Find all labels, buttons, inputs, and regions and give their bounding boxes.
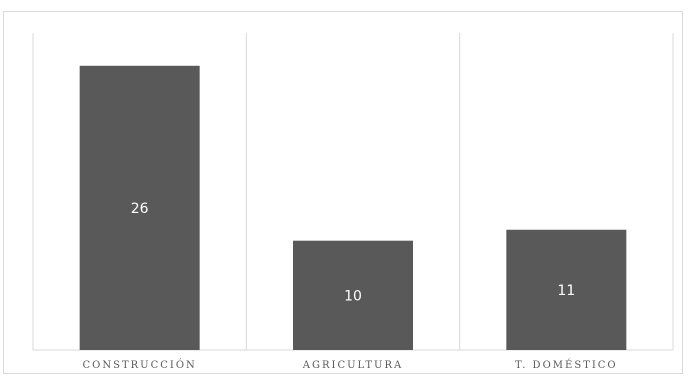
- data-label-2: 10: [344, 288, 362, 304]
- bar-3: [506, 229, 627, 350]
- bars: [79, 65, 627, 351]
- bar-2: [293, 240, 413, 350]
- bar-1: [79, 65, 200, 351]
- category-label-2: AGRICULTURA: [302, 360, 403, 371]
- category-label-3: T. DOMÉSTICO: [515, 359, 618, 371]
- data-label-1: 26: [131, 201, 149, 217]
- data-labels: 26 10 11: [131, 201, 575, 304]
- data-label-3: 11: [557, 283, 575, 299]
- category-labels: CONSTRUCCIÓN AGRICULTURA T. DOMÉSTICO: [83, 359, 618, 371]
- category-label-1: CONSTRUCCIÓN: [83, 359, 197, 371]
